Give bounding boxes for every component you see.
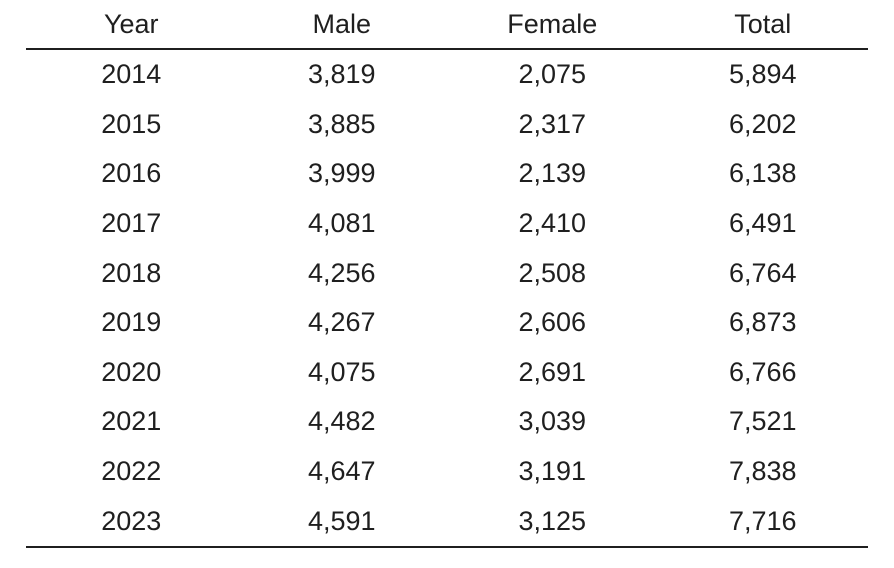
cell-year: 2015: [101, 108, 162, 139]
table-row: 2021 4,482 3,039 7,521: [26, 397, 868, 447]
table-row: 2023 4,591 3,125 7,716: [26, 496, 868, 548]
cell-male: 3,885: [307, 108, 376, 139]
cell-total: 7,521: [728, 406, 797, 437]
cell-female: 3,039: [518, 406, 587, 437]
column-header-female: Female: [447, 0, 658, 50]
cell-female: 2,075: [518, 59, 587, 90]
column-header-male: Male: [236, 0, 447, 50]
table-row: 2017 4,081 2,410 6,491: [26, 199, 868, 249]
cell-total: 6,764: [728, 257, 797, 288]
cell-male: 4,591: [236, 496, 447, 548]
cell-male: 4,482: [307, 406, 376, 437]
cell-year: 2016: [101, 158, 162, 189]
cell-year: 2020: [101, 356, 162, 387]
cell-male: 3,819: [307, 59, 376, 90]
cell-year: 2019: [101, 307, 162, 338]
cell-total: 6,491: [728, 208, 797, 239]
cell-female: 2,606: [518, 307, 587, 338]
cell-year: 2021: [101, 406, 162, 437]
table-row: 2022 4,647 3,191 7,838: [26, 447, 868, 497]
table-row: 2020 4,075 2,691 6,766: [26, 348, 868, 398]
table-header-row: Year Male Female Total: [26, 0, 868, 50]
cell-male: 4,081: [307, 208, 376, 239]
column-header-year: Year: [26, 0, 237, 50]
cell-male: 4,647: [307, 456, 376, 487]
cell-year: 2023: [26, 496, 237, 548]
table-body: 2014 3,819 2,075 5,894 2015 3,885 2,317 …: [26, 49, 868, 548]
cell-female: 3,191: [518, 456, 587, 487]
cell-total: 7,838: [728, 456, 797, 487]
cell-year: 2022: [101, 456, 162, 487]
cell-female: 2,508: [518, 257, 587, 288]
cell-male: 3,999: [307, 158, 376, 189]
cell-male: 4,075: [307, 356, 376, 387]
cell-male: 4,256: [307, 257, 376, 288]
cell-total: 6,138: [728, 158, 797, 189]
table-row: 2019 4,267 2,606 6,873: [26, 298, 868, 348]
year-gender-count-table: Year Male Female Total 2014 3,819 2,075 …: [26, 0, 868, 548]
cell-total: 7,716: [657, 496, 868, 548]
cell-female: 2,691: [518, 356, 587, 387]
cell-year: 2018: [101, 257, 162, 288]
cell-total: 5,894: [728, 59, 797, 90]
table-row: 2015 3,885 2,317 6,202: [26, 100, 868, 150]
cell-male: 4,267: [307, 307, 376, 338]
cell-year: 2014: [101, 59, 162, 90]
column-header-total: Total: [657, 0, 868, 50]
table-row: 2014 3,819 2,075 5,894: [26, 49, 868, 100]
table-header: Year Male Female Total: [26, 0, 868, 50]
cell-female: 2,139: [518, 158, 587, 189]
table-row: 2016 3,999 2,139 6,138: [26, 149, 868, 199]
cell-total: 6,766: [728, 356, 797, 387]
cell-year: 2017: [101, 208, 162, 239]
cell-female: 3,125: [447, 496, 658, 548]
table-row: 2018 4,256 2,508 6,764: [26, 248, 868, 298]
cell-total: 6,873: [728, 307, 797, 338]
cell-female: 2,317: [518, 108, 587, 139]
cell-female: 2,410: [518, 208, 587, 239]
cell-total: 6,202: [728, 108, 797, 139]
